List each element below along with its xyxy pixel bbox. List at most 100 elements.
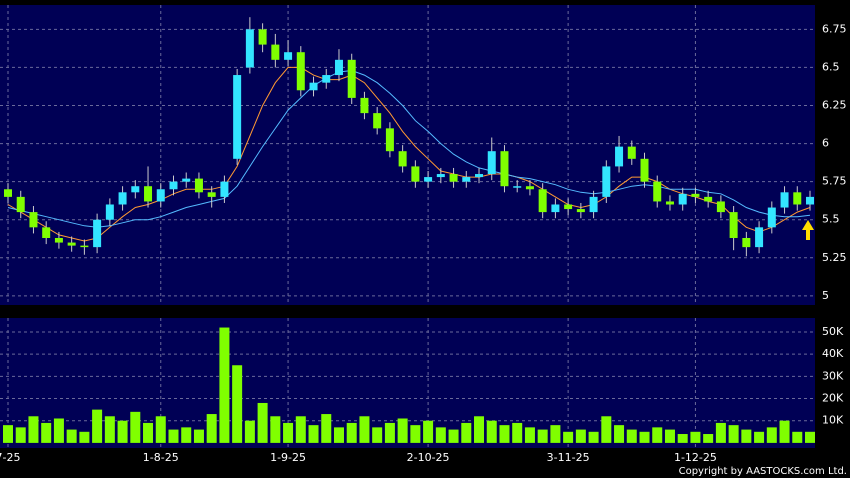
volume-bar [244,420,255,443]
candle-body [385,128,394,152]
candle-body [602,166,611,197]
y-tick-label: 6.75 [822,22,847,35]
volume-bar [499,425,510,443]
candle-body [513,186,522,188]
volume-bar [601,416,612,443]
x-tick-label: 7-25 [0,451,20,464]
candle-body [691,193,700,197]
volume-bar [66,429,77,443]
candle-body [678,193,687,205]
volume-bar [3,425,13,443]
y-tick-label: 50K [822,325,844,338]
candle-body [487,151,496,175]
candle-body [334,59,343,76]
volume-bar [130,411,141,443]
volume-bar [53,418,64,443]
volume-bar [715,422,726,443]
volume-bar [575,429,586,443]
candle-body [156,189,165,202]
candle-body [475,174,484,178]
x-tick-label: 1-9-25 [270,451,306,464]
candle-body [245,29,254,68]
candle-body [551,204,560,213]
volume-bar [15,427,26,443]
last-price-arrow [802,220,814,240]
volume-bar [333,427,344,443]
candle-body [322,75,331,83]
volume-bar [728,425,739,443]
volume-bar [664,429,675,443]
candle-body [16,196,25,213]
candle-body [755,227,764,248]
candle-body [169,181,178,190]
candle-body [398,151,407,167]
candle-body [93,219,102,248]
price-panel [0,5,815,305]
volume-bar [168,429,179,443]
volume-bar [206,414,217,443]
candle-body [729,212,738,238]
volume-bar [690,431,701,443]
candle-body [589,196,598,213]
x-tick-label: 3-11-25 [547,451,590,464]
candle-body [182,178,191,182]
candle-body [80,245,89,248]
volume-bar [92,409,103,443]
volume-bar [295,416,306,443]
volume-bar [372,427,383,443]
volume-bar [486,420,497,443]
candle-body [42,227,51,238]
volume-bar [639,431,650,443]
candle-body [665,201,674,205]
candle-body [271,44,280,60]
candle-body [780,192,789,208]
y-tick-label: 6 [822,137,829,150]
volume-bar [28,416,39,443]
candle-body [144,186,153,202]
candle-body [105,204,114,220]
volume-bar [792,431,803,443]
candle-body [716,201,725,213]
y-tick-label: 10K [822,414,844,427]
y-tick-label: 5 [822,289,829,302]
volume-bar [550,425,561,443]
volume-bar [321,414,332,443]
volume-bar [143,422,154,443]
candle-body [793,192,802,205]
y-tick-label: 20K [822,392,844,405]
candle-body [436,174,445,178]
x-tick-label: 2-10-25 [407,451,450,464]
candle-body [806,196,814,205]
volume-bar [435,427,446,443]
candle-body [67,242,76,246]
volume-bar [397,418,408,443]
candle-body [284,52,293,60]
candle-body [373,113,382,129]
moving-average [7,66,811,242]
candle-body [118,192,127,205]
volume-bar [474,416,485,443]
candle-body [564,204,573,210]
volume-bar [677,434,688,443]
candle-body [640,158,649,182]
candle-body [704,196,713,202]
volume-bar [41,422,52,443]
volume-bar [766,427,777,443]
candle-body [207,192,216,197]
y-tick-label: 40K [822,347,844,360]
candle-body [309,82,318,91]
volume-bar [308,425,319,443]
candle-body [131,186,140,193]
copyright: Copyright by AASTOCKS.com Ltd. [679,466,847,477]
volume-bar [588,431,599,443]
candle-body [194,178,203,193]
candle-body [500,151,509,187]
candle-body [424,177,433,182]
volume-bar [117,420,128,443]
volume-bar [219,327,230,443]
volume-bar [779,420,790,443]
y-tick-label: 30K [822,369,844,382]
volume-bar [512,422,523,443]
